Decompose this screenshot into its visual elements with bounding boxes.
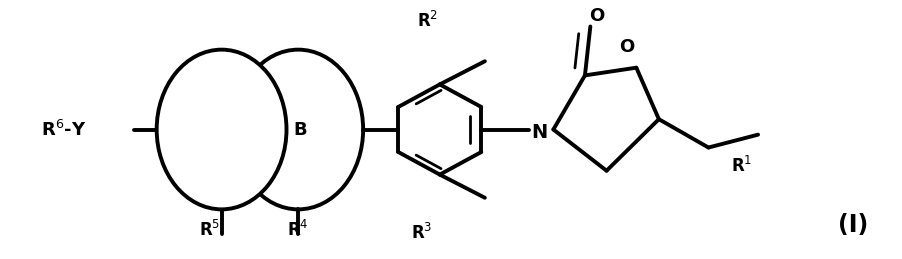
Text: R$^2$: R$^2$ xyxy=(417,11,438,31)
Text: R$^1$: R$^1$ xyxy=(731,155,751,176)
Ellipse shape xyxy=(233,50,363,209)
Text: O: O xyxy=(618,38,633,56)
Text: R$^4$: R$^4$ xyxy=(287,220,308,240)
Text: O: O xyxy=(588,7,603,25)
Text: (Ⅰ): (Ⅰ) xyxy=(837,213,867,237)
Text: N: N xyxy=(531,123,548,142)
Text: R$^6$-Y: R$^6$-Y xyxy=(41,119,87,140)
Text: A: A xyxy=(208,120,222,139)
Text: B: B xyxy=(293,120,307,139)
Ellipse shape xyxy=(157,50,286,209)
Text: R$^5$: R$^5$ xyxy=(199,220,220,240)
Text: R$^3$: R$^3$ xyxy=(410,222,432,243)
